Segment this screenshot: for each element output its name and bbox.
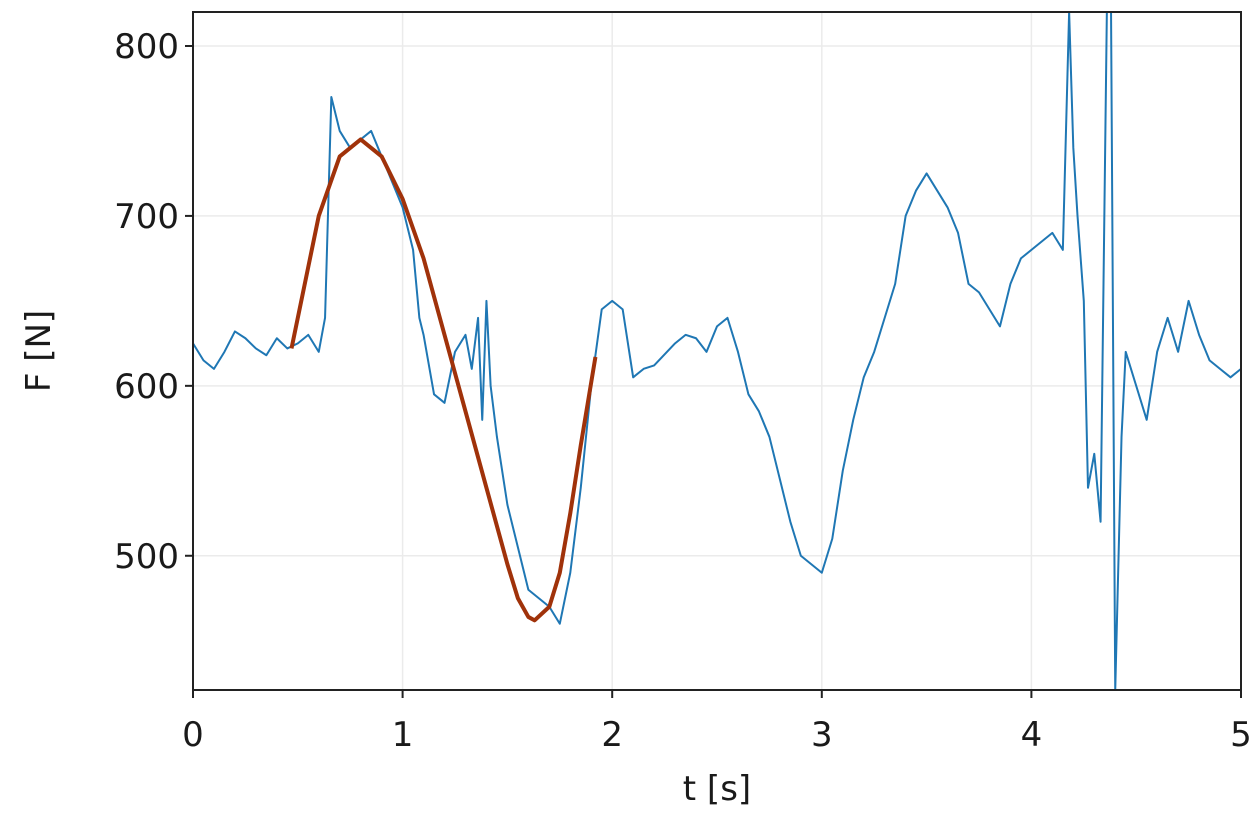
x-tick-label: 1: [392, 715, 414, 755]
y-tick-label: 800: [114, 27, 179, 67]
plot-area: [193, 12, 1241, 690]
y-tick-label: 500: [114, 537, 179, 577]
x-tick-label: 4: [1021, 715, 1043, 755]
x-tick-label: 5: [1230, 715, 1252, 755]
y-axis-label: F [N]: [19, 310, 59, 392]
plot-frame: [192, 11, 1242, 691]
x-tick-label: 2: [601, 715, 623, 755]
x-tick-label: 0: [182, 715, 204, 755]
x-axis-label: t [s]: [683, 769, 751, 809]
data-line: [193, 12, 1241, 690]
x-tick-label: 3: [811, 715, 833, 755]
y-tick-label: 700: [114, 197, 179, 237]
y-tick-label: 600: [114, 367, 179, 407]
data-line: [289, 137, 598, 623]
